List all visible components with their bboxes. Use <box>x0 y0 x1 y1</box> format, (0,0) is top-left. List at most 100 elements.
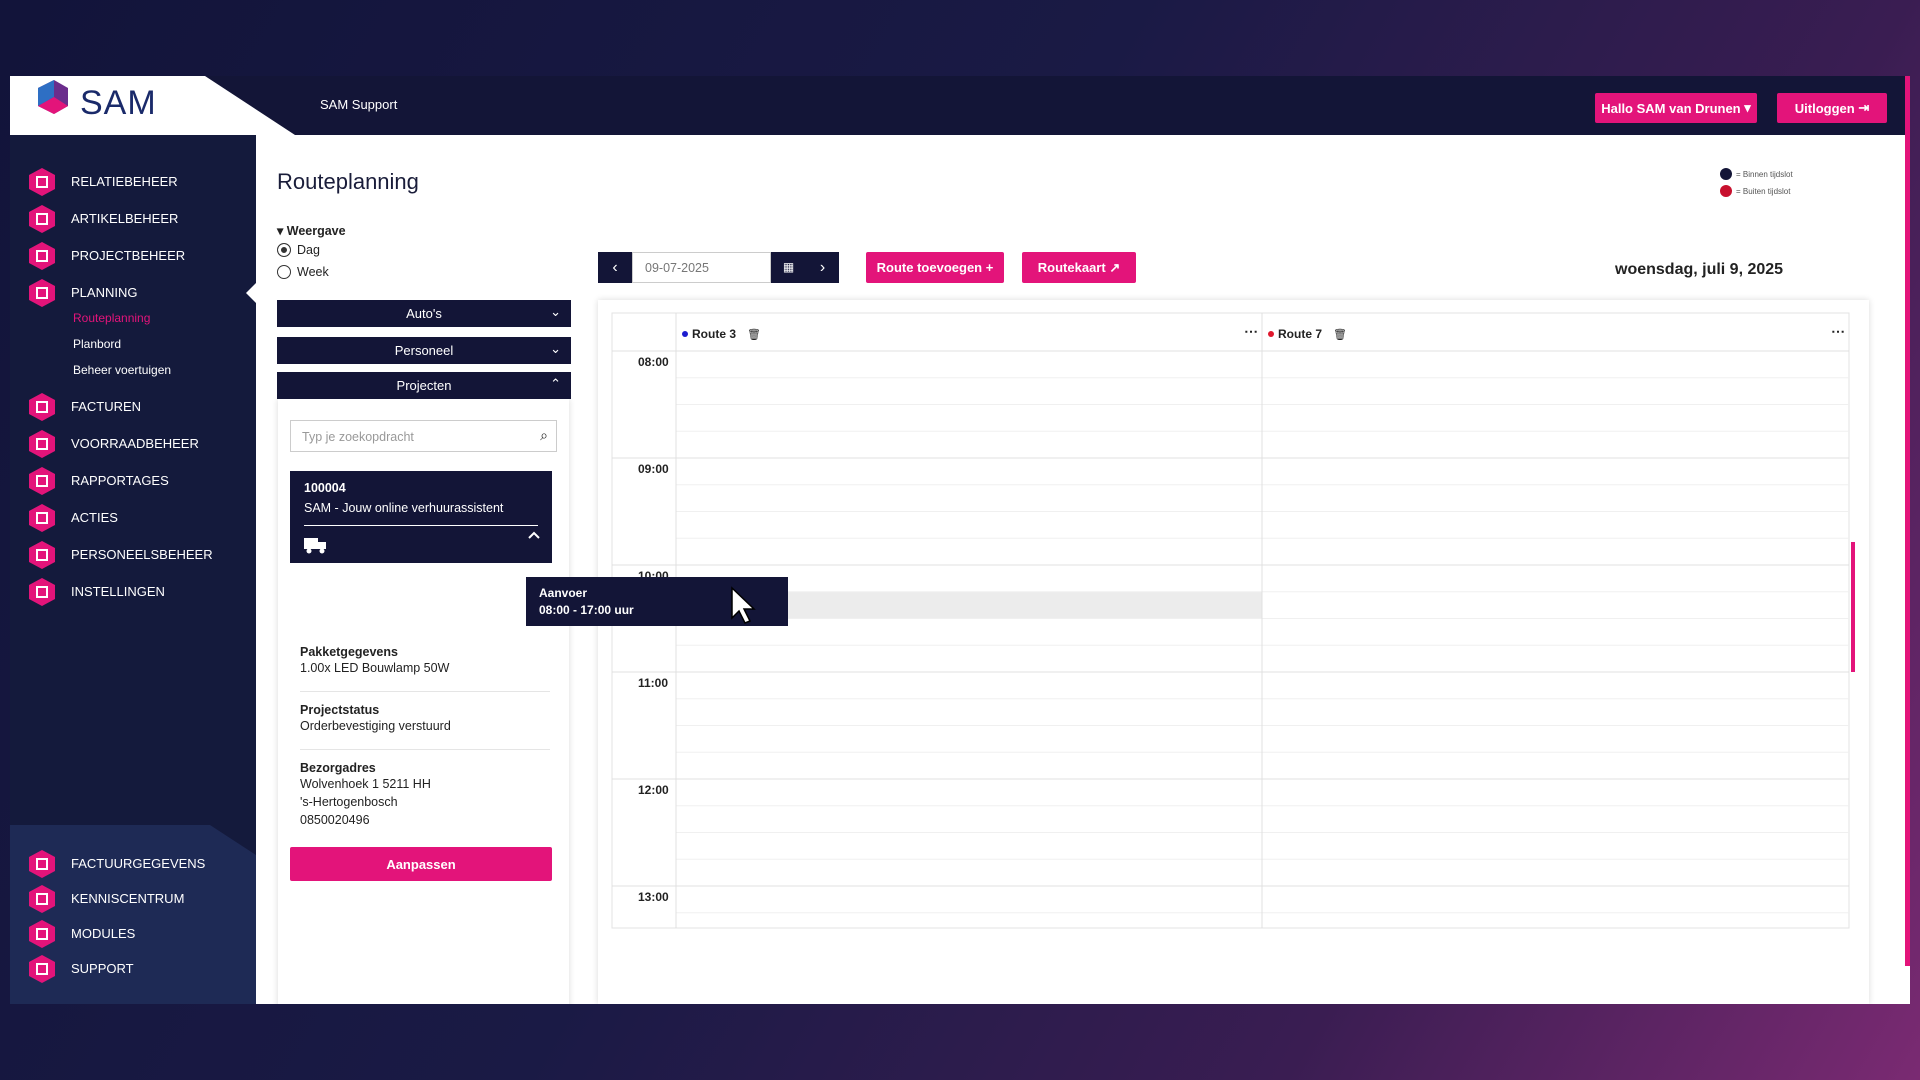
nav-item[interactable]: PLANNING <box>71 285 138 300</box>
active-marker <box>246 283 256 303</box>
top-bar: SAM SAM Support Hallo SAM van Drunen ▾ U… <box>10 76 1910 161</box>
route-menu: ⋯ <box>1244 323 1258 339</box>
legend-item: = Binnen tijdslot <box>1720 168 1793 180</box>
date-input[interactable]: 09-07-2025 <box>632 252 771 283</box>
nav-icon <box>29 850 55 878</box>
detail-line: Orderbevestiging verstuurd <box>300 719 451 733</box>
nav-subitem[interactable]: Beheer voertuigen <box>73 363 172 377</box>
nav-icon <box>29 205 55 233</box>
next-button[interactable]: › <box>806 252 839 283</box>
calendar-card <box>598 300 1869 1004</box>
search-input[interactable]: Typ je zoekopdracht ⌕ <box>290 420 557 452</box>
nav-item[interactable]: FACTUREN <box>71 399 142 414</box>
nav-item[interactable]: PROJECTBEHEER <box>71 248 186 263</box>
time-label: 11:00 <box>638 676 668 690</box>
legend: = Binnen tijdslot = Buiten tijdslot <box>1720 168 1793 197</box>
nav-icon <box>29 467 55 495</box>
edit-button[interactable]: Aanpassen <box>290 847 552 881</box>
nav-icon <box>29 168 55 196</box>
nav-item[interactable]: PERSONEELSBEHEER <box>71 547 213 562</box>
nav-icon <box>29 504 55 532</box>
filter-dropdown[interactable]: Auto's ⌄ <box>277 300 571 327</box>
nav-item[interactable]: ARTIKELBEHEER <box>71 211 179 226</box>
route-map-text: Routekaart <box>1037 260 1106 275</box>
date-label: woensdag, juli 9, 2025 <box>1615 261 1784 278</box>
collapse-icon[interactable] <box>528 531 540 539</box>
nav-icon <box>29 920 55 948</box>
logout-button[interactable]: Uitloggen ⇥ <box>1777 93 1887 123</box>
nav-item[interactable]: MODULES <box>71 926 136 941</box>
nav-icon <box>29 541 55 569</box>
add-route-button[interactable]: Route toevoegen + <box>866 252 1004 283</box>
add-route-text: Route toevoegen <box>876 260 983 275</box>
filter-dropdown[interactable]: Personeel ⌄ <box>277 337 571 364</box>
logout-text: Uitloggen <box>1794 100 1855 116</box>
search-placeholder: Typ je zoekopdracht <box>302 430 414 444</box>
route-name: Route 3 <box>692 327 736 341</box>
prev-button[interactable]: ‹ <box>598 252 632 283</box>
time-label: 13:00 <box>638 890 669 904</box>
nav-icon <box>29 578 55 606</box>
scrollbar <box>1851 542 1855 672</box>
nav-item[interactable]: FACTUURGEGEVENS <box>71 856 206 871</box>
filter-label: Projecten <box>396 378 452 393</box>
route-dot <box>682 331 688 337</box>
nav-subitem[interactable]: Planbord <box>73 337 122 351</box>
route-delete: 🗑 <box>747 328 761 341</box>
route-map-button[interactable]: Routekaart ↗ <box>1022 252 1136 283</box>
user-button[interactable]: Hallo SAM van Drunen ▾ <box>1595 93 1757 123</box>
calendar-button[interactable]: ▦ <box>771 252 806 283</box>
detail-line: 1.00x LED Bouwlamp 50W <box>300 661 450 675</box>
sidebar-bottom-bg <box>10 825 256 1004</box>
nav-item[interactable]: VOORRAADBEHEER <box>71 436 199 451</box>
legend-text: = Buiten tijdslot <box>1736 186 1791 196</box>
sidebar: RELATIEBEHEER ARTIKELBEHEER PROJECTBEHEER P… <box>10 135 256 1004</box>
filter-label: Personeel <box>394 343 454 358</box>
detail-label: Projectstatus <box>300 703 380 717</box>
view-label-text: Weergave <box>286 224 346 238</box>
cursor <box>731 586 756 624</box>
project-card[interactable]: 100004 SAM - Jouw online verhuurassisten… <box>290 471 552 563</box>
app-window: SAM SAM Support Hallo SAM van Drunen ▾ U… <box>10 76 1910 1004</box>
divider <box>300 749 550 750</box>
truck-icon <box>304 538 326 554</box>
nav-icon <box>29 885 55 913</box>
nav-item[interactable]: RELATIEBEHEER <box>71 174 178 189</box>
time-label: 08:00 <box>638 355 669 369</box>
tooltip-title: Aanvoer <box>539 586 588 600</box>
divider <box>300 691 550 692</box>
time-label: 12:00 <box>638 783 669 797</box>
detail-line: Wolvenhoek 1 5211 HH <box>300 777 431 791</box>
tooltip-time: 08:00 - 17:00 uur <box>539 603 634 617</box>
nav-item[interactable]: SUPPORT <box>71 961 134 976</box>
nav-subitem[interactable]: Routeplanning <box>73 311 151 325</box>
route-menu: ⋯ <box>1831 323 1845 339</box>
nav-item[interactable]: RAPPORTAGES <box>71 473 169 488</box>
detail-line: 's-Hertogenbosch <box>300 795 398 809</box>
legend-text: = Binnen tijdslot <box>1736 169 1793 179</box>
radio-label: Week <box>297 265 329 279</box>
view-label: ▾ Weergave <box>277 224 346 238</box>
route-delete: 🗑 <box>1333 328 1347 341</box>
route-dot <box>1268 331 1274 337</box>
detail-line: 0850020496 <box>300 813 370 827</box>
filter-dropdown[interactable]: Projecten ⌃ <box>277 372 571 399</box>
filter-label: Auto's <box>406 306 442 321</box>
nav-icon <box>29 279 55 307</box>
nav-item[interactable]: KENNISCENTRUM <box>71 891 185 906</box>
nav-icon <box>29 955 55 983</box>
radio[interactable] <box>277 265 291 279</box>
content: Routeplanning ▾ Weergave = Binnen tijdsl… <box>10 76 1910 1004</box>
project-number: 100004 <box>304 481 346 495</box>
nav-icon <box>29 393 55 421</box>
detail-label: Pakketgegevens <box>300 645 398 659</box>
nav-icon <box>29 242 55 270</box>
grid-frame <box>611 312 1850 929</box>
project-name: SAM - Jouw online verhuurassistent <box>304 501 504 515</box>
user-button-text: Hallo SAM van Drunen <box>1601 100 1741 116</box>
nav-item[interactable]: INSTELLINGEN <box>71 584 165 599</box>
nav-item[interactable]: ACTIES <box>71 510 118 525</box>
radio[interactable] <box>277 243 291 257</box>
